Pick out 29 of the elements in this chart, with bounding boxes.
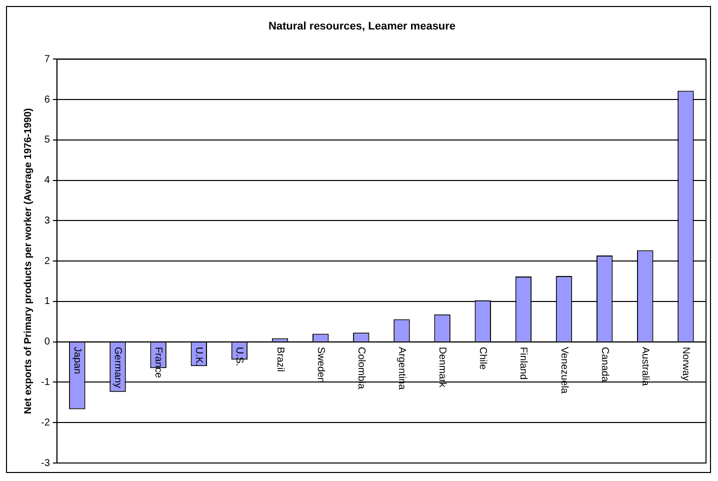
x-tick-label: U.K. xyxy=(193,346,204,366)
x-tick-label: Australia xyxy=(639,346,650,386)
x-tick-label: Norway xyxy=(680,346,691,381)
x-tick-label: Colombia xyxy=(355,346,366,390)
x-tick-label: U.S. xyxy=(234,346,245,366)
y-tick-label: -2 xyxy=(40,417,50,428)
y-tick-label: 3 xyxy=(44,215,50,226)
y-tick-label: 1 xyxy=(44,296,50,308)
x-tick-label: Brazil xyxy=(274,346,286,372)
x-tick-label: Chile xyxy=(477,346,488,370)
y-tick-label: 7 xyxy=(44,54,50,65)
x-tick-label: Denmark xyxy=(436,346,448,388)
y-tick-label: 6 xyxy=(44,94,50,106)
x-tick-label: Germany xyxy=(112,346,123,388)
x-tick-label: Argentina xyxy=(396,346,407,390)
y-tick-label: 5 xyxy=(44,134,50,146)
x-tick-label: France xyxy=(152,346,164,378)
y-tick-label: -1 xyxy=(40,376,50,388)
chart-title: Natural resources, Leamer measure xyxy=(268,20,456,33)
y-tick-label: 4 xyxy=(44,175,50,186)
x-tick-label: Sweden xyxy=(314,346,326,383)
x-tick-label: Finland xyxy=(518,346,529,380)
x-tick-label: Japan xyxy=(71,346,82,374)
x-tick-label: Venezuela xyxy=(558,346,570,394)
y-axis-title: Net exports of Primary products per worker (Average 1976-1990) xyxy=(22,108,34,414)
y-tick-label: -3 xyxy=(40,458,50,469)
x-tick-label: Canada xyxy=(598,346,610,382)
y-tick-label: 2 xyxy=(44,256,50,267)
y-tick-label: 0 xyxy=(44,336,50,348)
